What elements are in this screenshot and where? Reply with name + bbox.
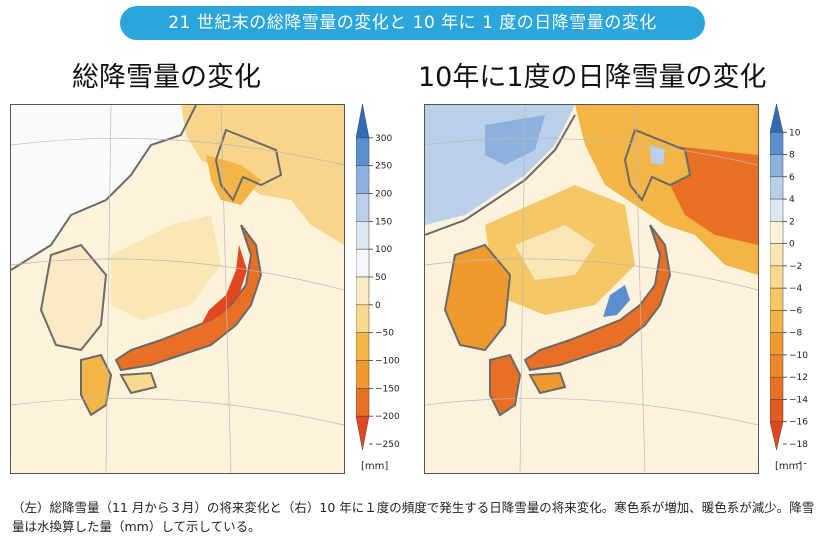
kyushu (489, 353, 522, 417)
left-colorbar-tick-label: 100 (375, 245, 392, 255)
right-colorbar-segment (770, 176, 784, 200)
hokkaido-increase (650, 145, 665, 165)
left-colorbar: 300250200150100500−50−100−150−200−250−30… (356, 104, 400, 451)
right-colorbar-tick-label: 8 (789, 151, 795, 161)
right-map-canvas (425, 105, 758, 473)
left-map-canvas (11, 105, 344, 473)
left-colorbar-segment (356, 360, 370, 389)
right-colorbar-unit: [mm] (775, 461, 803, 472)
honshu (523, 224, 672, 372)
right-colorbar-segment (770, 265, 784, 289)
left-colorbar-tick-label: −200 (375, 412, 400, 422)
honshu-mountain-strong-decrease (201, 245, 247, 325)
left-colorbar-tick-label: 250 (375, 162, 392, 172)
right-colorbar-segment (770, 354, 784, 378)
right-colorbar-segment (770, 287, 784, 311)
continent-coastline (425, 114, 576, 236)
left-colorbar-unit: [mm] (361, 461, 389, 472)
hokkaido-outline (214, 128, 283, 202)
left-colorbar-tick-label: −100 (375, 357, 400, 367)
right-colorbar-segment (770, 104, 784, 133)
left-colorbar-segment (356, 332, 370, 361)
korea-peninsula (443, 243, 512, 352)
right-colorbar-segment (770, 376, 784, 400)
left-colorbar-tick-label: 0 (375, 301, 381, 311)
right-colorbar-segment (770, 399, 784, 422)
left-colorbar-tick-label: −150 (375, 384, 400, 394)
left-colorbar-segment (356, 193, 370, 222)
left-colorbar-segment (356, 104, 370, 139)
graticule (425, 105, 758, 473)
weak-decrease-sea (515, 225, 595, 280)
right-colorbar-tick-label: 2 (789, 217, 795, 227)
continent-coastline (11, 105, 197, 271)
right-colorbar-segment (770, 132, 784, 155)
shikoku (528, 371, 567, 395)
right-colorbar-tick-label: −2 (789, 262, 802, 272)
left-colorbar-tick-label: −250 (375, 440, 400, 450)
honshu (114, 224, 263, 372)
left-colorbar-tick-label: 150 (375, 217, 392, 227)
shikoku (119, 371, 158, 395)
right-colorbar-tick-label: −4 (789, 284, 803, 294)
right-colorbar-segment (770, 421, 784, 451)
figure-banner-title: 21 世紀末の総降雪量の変化と 10 年に 1 度の日降雪量の変化 (120, 6, 705, 40)
right-colorbar-tick-label: −8 (789, 329, 803, 339)
right-colorbar-segment (770, 310, 784, 333)
figure-caption: （左）総降雪量（11 月から３月）の将来変化と（右）10 年に１度の頻度で発生す… (12, 500, 815, 534)
right-colorbar-tick-label: −18 (789, 440, 808, 450)
right-colorbar-segment (770, 198, 784, 222)
strong-increase-area (485, 115, 545, 165)
right-colorbar-tick-label: −10 (789, 351, 808, 361)
right-colorbar-tick-label: 6 (789, 173, 795, 183)
left-colorbar-tick-label: 50 (375, 273, 387, 283)
right-colorbar-segment (770, 221, 784, 244)
right-colorbar-tick-label: 0 (789, 240, 795, 250)
hokkaido (623, 128, 692, 202)
graticule (11, 105, 344, 473)
right-colorbar-tick-label: −6 (789, 306, 803, 316)
right-colorbar-tick-label: −14 (789, 395, 808, 405)
left-colorbar-tick-label: 300 (375, 134, 392, 144)
kyushu (80, 353, 113, 417)
right-colorbar-tick-label: −20 (789, 462, 808, 464)
increase-area-central-mountains (603, 285, 630, 317)
decrease-area-sea (111, 215, 221, 320)
korea-peninsula (39, 243, 108, 352)
right-colorbar: 10 8 6 4 2 0 −2 −4 −6 −8 −10 −12 −14 −16 −18 −20 (770, 104, 808, 464)
continent-nochange-area (11, 105, 201, 265)
left-colorbar-segment (356, 248, 370, 278)
right-colorbar-tick-label: 10 (789, 128, 801, 138)
left-colorbar-segment (356, 415, 370, 451)
right-map-daily-snowfall (424, 104, 759, 474)
right-colorbar-tick-label: 4 (789, 195, 795, 205)
left-colorbar-segment (356, 137, 370, 166)
right-colorbar-tick-label: −12 (789, 373, 808, 383)
right-colorbar-segment (770, 243, 784, 267)
left-colorbar-segment (356, 388, 370, 417)
right-panel-title: 10年に1度の日降雪量の変化 (418, 62, 767, 93)
decrease-area-hokkaido (206, 155, 261, 205)
right-colorbar-segment (770, 154, 784, 178)
left-colorbar-segment (356, 276, 370, 306)
left-colorbar-tick-label: 200 (375, 190, 392, 200)
left-panel-title: 総降雪量の変化 (72, 62, 261, 93)
left-colorbar-tick-label: −50 (375, 329, 394, 339)
right-colorbar-segment (770, 332, 784, 356)
left-colorbar-segment (356, 304, 370, 333)
left-map-total-snowfall (10, 104, 345, 474)
left-colorbar-segment (356, 221, 370, 250)
right-colorbar-tick-label: −16 (789, 418, 808, 428)
left-colorbar-segment (356, 165, 370, 194)
